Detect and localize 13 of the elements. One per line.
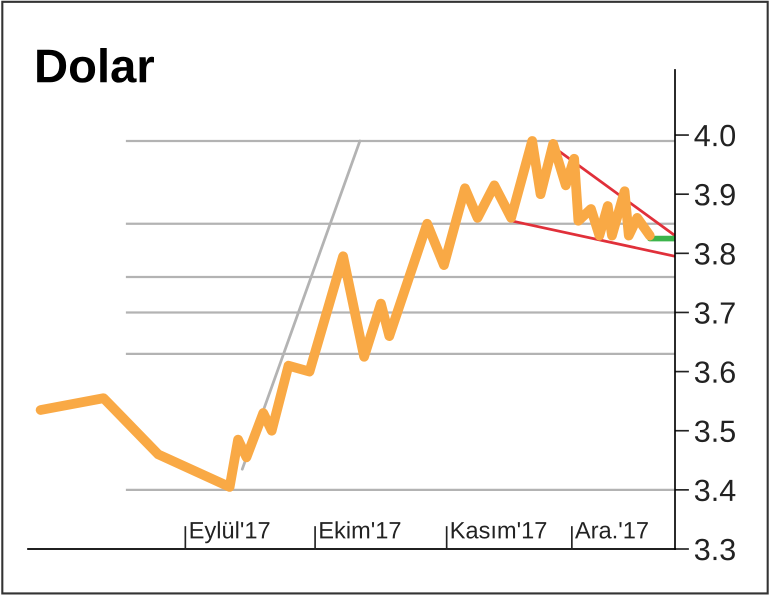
x-tick-label: Ara.'17	[574, 522, 648, 539]
x-tick-label: Ekim'17	[320, 521, 400, 538]
y-tick-label: 3.4	[694, 480, 736, 502]
chart-title: Dolar	[37, 48, 154, 83]
y-tick-label: 3.5	[694, 420, 735, 442]
y-tick-label: 3.9	[694, 184, 735, 206]
y-tick-label: 3.3	[694, 538, 735, 560]
y-tick-label: 3.6	[694, 361, 735, 383]
x-tick-label: Kasım'17	[452, 522, 546, 539]
x-tick-label: Eylül'17	[190, 521, 270, 544]
y-tick-label: 3.7	[694, 302, 735, 324]
y-tick-label: 3.8	[694, 243, 735, 265]
y-tick-label: 4.0	[694, 124, 736, 146]
